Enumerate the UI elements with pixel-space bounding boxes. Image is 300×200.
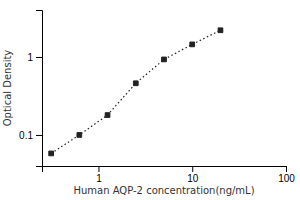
marker bbox=[218, 28, 223, 33]
x-tick-mark bbox=[98, 166, 99, 172]
marker bbox=[133, 81, 138, 86]
x-tick-label: 1 bbox=[96, 173, 102, 184]
x-tick: 10 bbox=[187, 166, 199, 184]
x-axis-title: Human AQP-2 concentration(ng/mL) bbox=[73, 185, 254, 196]
x-axis: 1 10 100 bbox=[43, 166, 296, 184]
line bbox=[51, 30, 220, 153]
chart: 1101000.11Human AQP-2 concentration(ng/m… bbox=[0, 0, 300, 200]
y-tick: 0.1 bbox=[19, 130, 42, 141]
y-tick-label: 1 bbox=[27, 52, 33, 63]
marker bbox=[77, 133, 82, 138]
y-axis-title: Optical Density bbox=[2, 50, 13, 127]
x-tick-label: 100 bbox=[278, 173, 295, 184]
y-tick-label: 0.1 bbox=[19, 130, 33, 141]
y-tick: 1 bbox=[27, 52, 42, 63]
marker bbox=[49, 151, 54, 156]
marks bbox=[49, 28, 223, 156]
marker bbox=[105, 113, 110, 118]
y-axis-line bbox=[36, 11, 43, 167]
y-tick-mark bbox=[36, 135, 42, 136]
x-tick-mark bbox=[286, 166, 287, 172]
x-axis-line bbox=[43, 167, 287, 173]
x-tick: 100 bbox=[278, 166, 295, 184]
plot: 1101000.11 bbox=[19, 11, 295, 185]
y-axis: 0.11 bbox=[19, 11, 42, 167]
x-tick: 1 bbox=[96, 166, 102, 184]
y-tick-mark bbox=[36, 57, 42, 58]
x-tick-mark bbox=[192, 166, 193, 172]
marker bbox=[162, 57, 167, 62]
x-tick-label: 10 bbox=[187, 173, 199, 184]
marker bbox=[190, 42, 195, 47]
